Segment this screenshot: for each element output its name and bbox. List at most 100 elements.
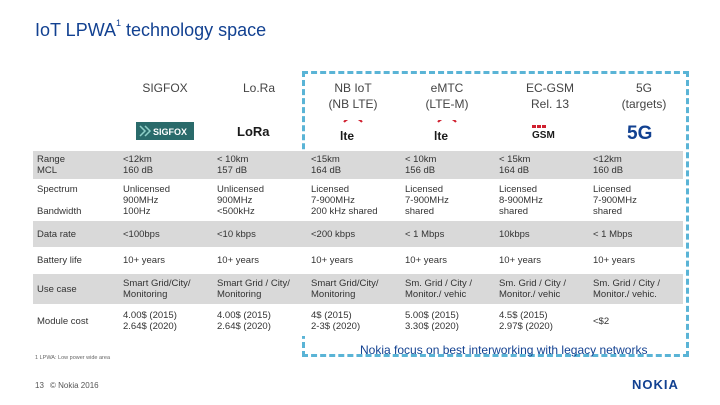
table-row-module-cost: Module cost 4.00$ (2015) 2.64$ (2020) 4.0… (33, 306, 683, 336)
footnote: 1 LPWA: Low power wide area (35, 355, 110, 361)
table-cell: Unlicensed 900MHz <500kHz (213, 181, 307, 221)
cell-line: Monitor./ vehic (405, 289, 467, 300)
cell-line: Smart Grid/City/ (311, 278, 379, 289)
page-title: IoT LPWA1 technology space (35, 18, 267, 41)
title-main: IoT LPWA (35, 20, 117, 40)
cell-line: 7-900MHz (311, 194, 355, 206)
cell-line: shared (405, 205, 435, 217)
table-cell: 4.00$ (2015) 2.64$ (2020) (119, 306, 213, 336)
cell-line: Sm. Grid / City / (499, 278, 567, 289)
col-header-line2: (NB LTE) (328, 97, 378, 111)
cell-line: Licensed (499, 183, 538, 195)
cell-line: Licensed (593, 183, 632, 195)
cell-line: shared (499, 205, 529, 217)
label-line: MCL (37, 165, 58, 176)
title-footnote-marker: 1 (116, 18, 122, 28)
row-label: Spectrum Bandwidth (33, 181, 119, 221)
gsm-logo: GSM (503, 120, 597, 142)
table-cell: Sm. Grid / City / Monitor./ vehic (495, 274, 589, 306)
lte-logo-nbiot: lte (306, 120, 400, 142)
col-header-line1: 5G (635, 81, 652, 95)
table-row-range: Range MCL <12km 160 dB < 10km 157 dB <15km 1… (33, 151, 683, 181)
cell-line: 200 kHz shared (311, 205, 378, 217)
5g-logo: 5G (597, 120, 691, 142)
table-cell: 10+ years (589, 249, 683, 274)
cell-line: 157 dB (217, 165, 248, 176)
col-header-line2: (LTE-M) (425, 97, 469, 111)
table-cell: <12km 160 dB (119, 151, 213, 181)
cell-line: 164 dB (311, 165, 342, 176)
cell-line: Licensed (405, 183, 444, 195)
cell-line: 2.64$ (2020) (217, 321, 271, 332)
lte-logo-text: lte (434, 129, 448, 142)
col-header-sigfox: SIGFOX (118, 80, 212, 96)
cell-line: <500kHz (217, 205, 255, 217)
cell-line: Smart Grid / City/ (217, 278, 290, 289)
cell-line: 3.30$ (2020) (405, 321, 459, 332)
5g-logo-text: 5G (627, 123, 652, 142)
row-label: Data rate (33, 221, 119, 249)
comparison-table: Range MCL <12km 160 dB < 10km 157 dB <15km 1… (33, 151, 683, 336)
page-number: 13 (35, 381, 44, 390)
cell-line: 156 dB (405, 165, 436, 176)
table-cell: 4$ (2015) 2-3$ (2020) (307, 306, 401, 336)
cell-line: 4.00$ (2015) (217, 310, 271, 321)
row-label: Module cost (33, 306, 119, 336)
table-cell: <10 kbps (213, 221, 307, 249)
table-cell: Sm. Grid / City / Monitor./ vehic (401, 274, 495, 306)
table-cell: Smart Grid / City/Monitoring (213, 274, 307, 306)
label-line: Range (37, 154, 65, 165)
col-header-line1: eMTC (430, 81, 464, 95)
col-header-ecgsm: EC-GSM Rel. 13 (503, 80, 597, 112)
table-cell: < 10km 157 dB (213, 151, 307, 181)
table-cell: Smart Grid/City/Monitoring (307, 274, 401, 306)
table-row-use-case: Use case Smart Grid/City/Monitoring Smar… (33, 274, 683, 306)
table-cell: <12km 160 dB (589, 151, 683, 181)
table-cell: 5.00$ (2015) 3.30$ (2020) (401, 306, 495, 336)
table-cell: 10+ years (307, 249, 401, 274)
table-cell: < 10km 156 dB (401, 151, 495, 181)
table-cell: Licensed 7-900MHz shared (401, 181, 495, 221)
table-cell: 10+ years (401, 249, 495, 274)
cell-line: 100Hz (123, 205, 151, 217)
table-cell: 4.5$ (2015) 2.97$ (2020) (495, 306, 589, 336)
cell-line: 900MHz (123, 194, 159, 206)
cell-line: < 15km (499, 154, 531, 165)
col-header-emtc: eMTC (LTE-M) (400, 80, 494, 112)
lora-logo-text: LoRa (237, 124, 270, 139)
cell-line: Unlicensed (123, 183, 170, 195)
col-header-line1: NB IoT (334, 81, 372, 95)
cell-line: Monitoring (217, 289, 262, 300)
cell-line: Sm. Grid / City / (593, 278, 661, 289)
cell-line: 7-900MHz (405, 194, 449, 206)
title-rest: technology space (121, 20, 267, 40)
table-cell: Licensed 7-900MHz shared (589, 181, 683, 221)
row-label: Use case (33, 274, 119, 306)
cell-line: 4$ (2015) (311, 310, 352, 321)
table-cell: 10kbps (495, 221, 589, 249)
table-cell: < 1 Mbps (401, 221, 495, 249)
lte-logo-text: lte (340, 129, 354, 142)
cell-line: shared (593, 205, 623, 217)
col-header-nbiot: NB IoT (NB LTE) (306, 80, 400, 112)
cell-line: 5.00$ (2015) (405, 310, 459, 321)
sigfox-logo-text: SIGFOX (153, 127, 187, 137)
cell-line: Sm. Grid / City / (405, 278, 473, 289)
cell-line: <12km (123, 154, 152, 165)
cell-line: 2.64$ (2020) (123, 321, 177, 332)
col-header-lora: Lo.Ra (212, 80, 306, 96)
cell-line: Monitoring (123, 289, 168, 300)
col-header-line2: Rel. 13 (530, 97, 570, 111)
table-cell: 4.00$ (2015) 2.64$ (2020) (213, 306, 307, 336)
cell-line: 8-900MHz (499, 194, 543, 206)
table-cell: 10+ years (495, 249, 589, 274)
cell-line: 2.97$ (2020) (499, 321, 553, 332)
lora-logo: LoRa (212, 120, 306, 142)
table-row-battery-life: Battery life 10+ years 10+ years 10+ yea… (33, 249, 683, 274)
col-header-line1: SIGFOX (142, 81, 188, 95)
cell-line: 7-900MHz (593, 194, 637, 206)
cell-line: <12km (593, 154, 622, 165)
cell-line: Smart Grid/City/ (123, 278, 191, 289)
table-row-spectrum: Spectrum Bandwidth Unlicensed 900MHz 100Hz … (33, 181, 683, 221)
cell-line: Monitor./ vehic (499, 289, 561, 300)
